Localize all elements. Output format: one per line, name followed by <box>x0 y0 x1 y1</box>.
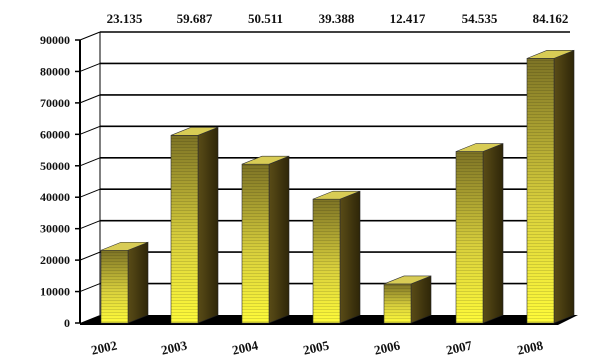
gridline-depth <box>79 125 101 135</box>
bar-texture <box>101 250 128 323</box>
data-label: 59.687 <box>177 11 213 26</box>
bar-side-face <box>127 241 149 324</box>
gridline-depth <box>79 31 101 41</box>
bar-top-face <box>312 190 361 200</box>
x-tick-label: 2006 <box>373 337 402 357</box>
x-tick-label: 2002 <box>90 338 119 358</box>
x-tick-label: 2004 <box>231 337 260 357</box>
y-tick-label: 30000 <box>40 222 70 236</box>
bar-2002 <box>100 241 149 324</box>
gridline-depth <box>79 188 101 198</box>
y-tick-label: 90000 <box>40 33 70 47</box>
bar-top-face <box>100 241 149 251</box>
x-tick-label: 2007 <box>445 337 474 357</box>
y-tick-label: 0 <box>64 316 70 330</box>
bar-side-face <box>197 126 219 324</box>
data-label: 23.135 <box>107 11 143 26</box>
gridline-depth <box>79 283 101 293</box>
bar-texture <box>456 151 483 323</box>
x-axis-labels: 2002 2003 2004 2005 2006 2007 2008 <box>90 337 545 357</box>
data-label: 54.535 <box>462 11 498 26</box>
bar-texture <box>527 58 554 323</box>
gridline-depth <box>79 251 101 261</box>
bar-2007 <box>455 143 504 324</box>
data-labels: 23.135 59.687 50.511 39.388 12.417 54.535 84.1… <box>107 11 569 26</box>
bar-texture <box>313 199 340 323</box>
y-tick-label: 60000 <box>40 127 70 141</box>
bar-texture <box>384 283 411 323</box>
data-label: 39.388 <box>319 11 355 26</box>
x-tick-label: 2008 <box>516 337 545 357</box>
y-tick-label: 70000 <box>40 96 70 110</box>
bar-2004 <box>241 155 290 324</box>
data-label: 84.162 <box>533 11 569 26</box>
bar-top-face <box>241 155 290 165</box>
bar-2005 <box>312 190 361 324</box>
bar-side-face <box>482 143 504 324</box>
bars <box>100 49 575 324</box>
y-tick-label: 10000 <box>40 285 70 299</box>
gridline-depth <box>79 62 101 72</box>
bar-side-face <box>553 49 575 324</box>
data-label: 50.511 <box>248 11 283 26</box>
bar-2006 <box>383 275 432 324</box>
x-tick-label: 2005 <box>302 337 331 357</box>
y-tick-label: 80000 <box>40 64 70 78</box>
bar-texture <box>171 135 198 323</box>
bar-top-face <box>383 275 432 285</box>
x-tick-label: 2003 <box>160 337 189 357</box>
y-tick-label: 20000 <box>40 253 70 267</box>
bar-2008 <box>526 49 575 324</box>
y-tick-label: 40000 <box>40 190 70 204</box>
bar-side-face <box>339 190 361 324</box>
bar-texture <box>242 164 269 323</box>
y-tick-label: 50000 <box>40 159 70 173</box>
bar-2003 <box>170 126 219 324</box>
gridline-depth <box>79 94 101 104</box>
y-axis: 0 10000 20000 30000 40000 50000 60000 70000 8000… <box>40 32 101 330</box>
gridline-depth <box>79 220 101 230</box>
bar-side-face <box>268 155 290 324</box>
bar-top-face <box>455 143 504 152</box>
gridline-depth <box>79 157 101 167</box>
bar-top-face <box>170 127 219 136</box>
data-label: 12.417 <box>390 11 426 26</box>
bar-top-face <box>526 50 575 59</box>
